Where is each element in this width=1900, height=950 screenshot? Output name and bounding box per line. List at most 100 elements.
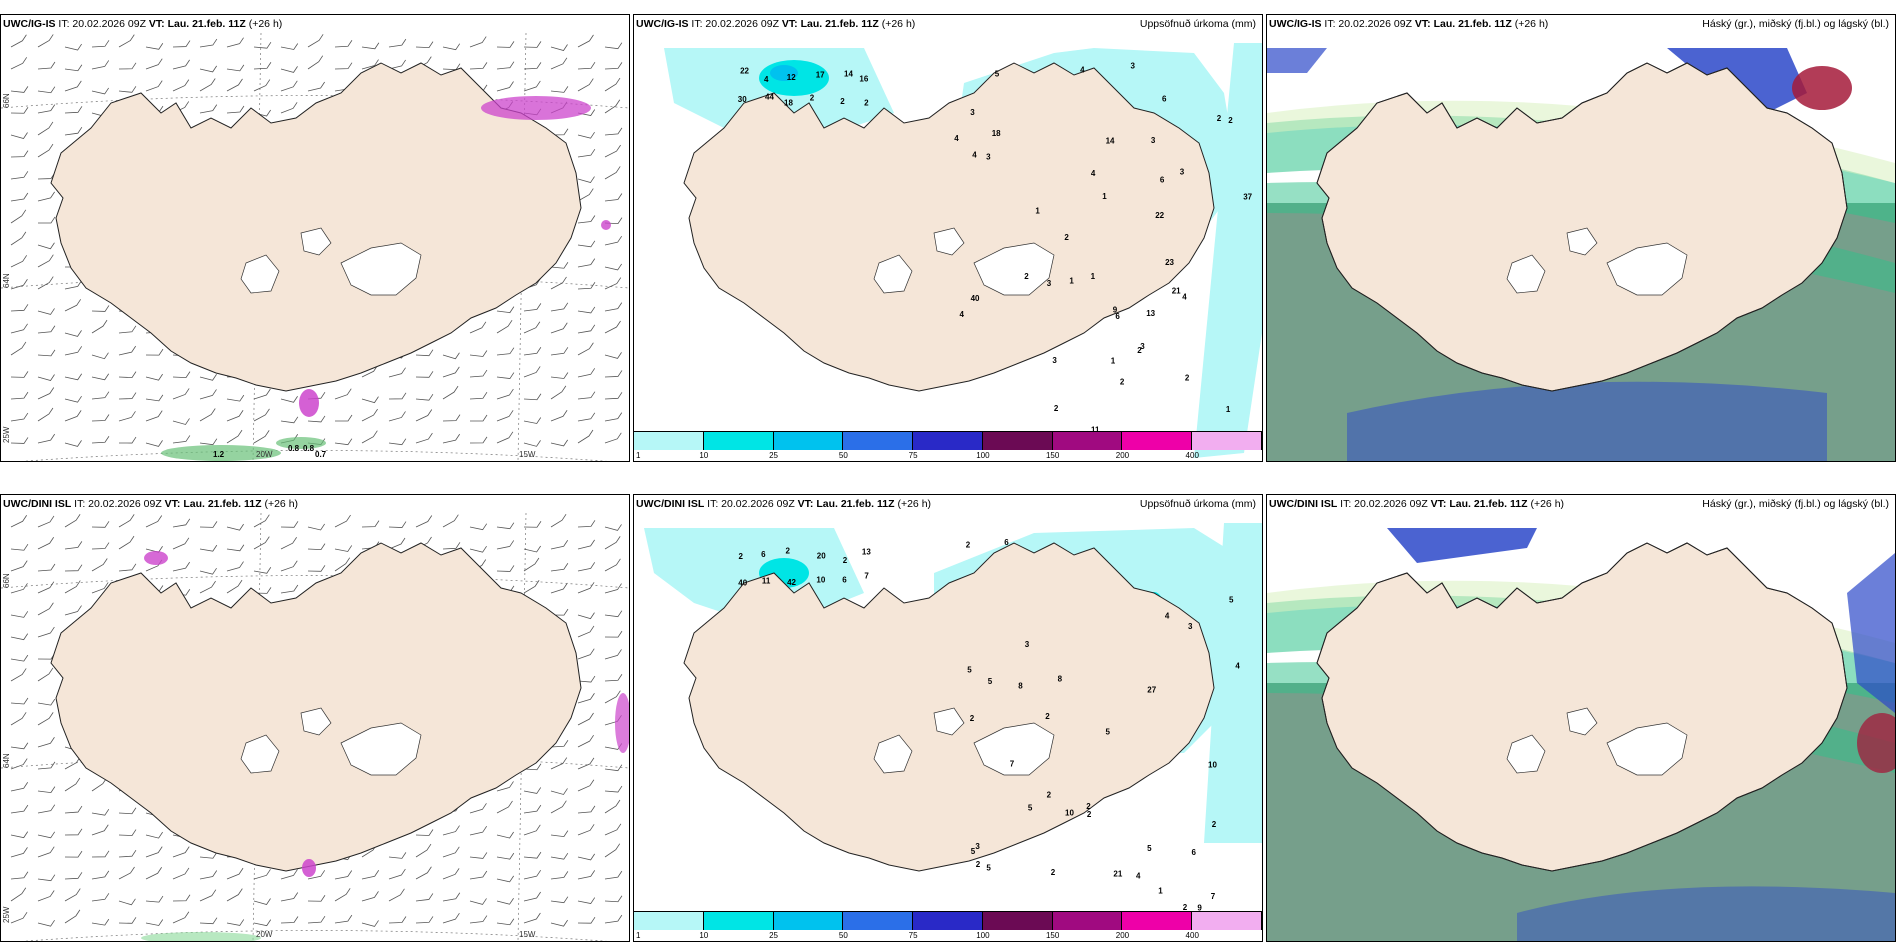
precip-value: 5 xyxy=(971,847,976,856)
colorbar-swatches xyxy=(634,431,1262,450)
precip-value: 3 xyxy=(1052,356,1057,365)
colorbar-swatch xyxy=(913,912,983,930)
precip-value: 3 xyxy=(1131,62,1136,71)
land-layer xyxy=(683,542,1215,872)
precip-value: 5 xyxy=(995,69,1000,78)
precip-value: 2 xyxy=(970,714,975,723)
precip-value: 5 xyxy=(988,677,993,686)
precip-value: 2 xyxy=(1120,377,1125,386)
precip-value: 13 xyxy=(1146,309,1155,318)
panel-wind-dini: UWC/DINI ISL IT: 20.02.2026 09Z VT: Lau.… xyxy=(0,494,630,942)
coastline xyxy=(1316,62,1848,392)
lon-label: 20W xyxy=(256,450,273,459)
precip-value: 1 xyxy=(1069,276,1074,285)
land-layer xyxy=(50,62,582,392)
precip-value: 2 xyxy=(1212,820,1217,829)
colorbar-label: 1 xyxy=(636,451,641,460)
precip-value: 8 xyxy=(1058,675,1063,684)
colorbar-label: 75 xyxy=(908,931,918,940)
land-layer xyxy=(683,62,1215,392)
precip-value: 27 xyxy=(1147,685,1156,694)
precip-value: 2 xyxy=(1185,374,1190,383)
precip-value: 7 xyxy=(1211,892,1216,901)
panel-title: UWC/IG-IS IT: 20.02.2026 09Z VT: Lau. 21… xyxy=(3,18,283,30)
axis-labels: 66N 64N 25W 20W 15W xyxy=(2,573,536,939)
precip-value: 9 xyxy=(1197,903,1202,912)
precip-value: 2 xyxy=(1086,802,1091,811)
precip-value: 5 xyxy=(1229,596,1234,605)
precip-value: 13 xyxy=(862,548,871,557)
precip-value: 4 xyxy=(1182,293,1187,302)
precip-value: 18 xyxy=(784,98,793,107)
precip-value: 21 xyxy=(1113,869,1122,878)
lon-label: 15W xyxy=(519,930,536,939)
precip-value: 23 xyxy=(1165,258,1174,267)
panel-cloud-ig: UWC/IG-IS IT: 20.02.2026 09Z VT: Lau. 21… xyxy=(1266,14,1896,462)
precip-value: 11 xyxy=(1091,425,1100,434)
precip-value: 37 xyxy=(1243,192,1252,201)
colorbar-swatch xyxy=(913,432,983,450)
colorbar-swatch xyxy=(982,432,1053,450)
colorbar-label: 400 xyxy=(1185,931,1199,940)
precip-value: 1 xyxy=(1102,192,1107,201)
precip-value: 2 xyxy=(810,93,815,102)
colorbar-label: 10 xyxy=(699,931,709,940)
colorbar: 1 10 25 50 75 100 150 200 400 xyxy=(634,911,1262,941)
colorbar-swatch xyxy=(982,912,1053,930)
colorbar-label: 100 xyxy=(976,931,990,940)
precip-value: 1 xyxy=(1035,207,1040,216)
precip-value: 6 xyxy=(1192,848,1197,857)
colorbar-swatch xyxy=(773,912,844,930)
precip-value: 4 xyxy=(972,151,977,160)
precip-value: 2 xyxy=(1024,272,1029,281)
panel-subtitle: Uppsöfnuð úrkoma (mm) xyxy=(1139,18,1256,30)
cloud-map xyxy=(1267,528,1895,941)
lat-label: 66N xyxy=(2,93,11,108)
precip-value: 3 xyxy=(1140,342,1145,351)
colorbar-swatch xyxy=(634,432,704,450)
precip-value: 7 xyxy=(1010,760,1015,769)
colorbar-labels: 1 10 25 50 75 100 150 200 400 xyxy=(634,450,1262,461)
precip-value: 9 xyxy=(1113,306,1118,315)
precip-value: 22 xyxy=(1155,211,1164,220)
colorbar: 1 10 25 50 75 100 150 200 400 xyxy=(634,431,1262,461)
colorbar-label: 150 xyxy=(1045,931,1060,940)
precip-type-areas xyxy=(141,551,629,941)
precip-value: 3 xyxy=(1180,167,1185,176)
colorbar-swatch xyxy=(1192,432,1262,450)
precip-value: 2 xyxy=(843,556,848,565)
panel-wind-ig: UWC/IG-IS IT: 20.02.2026 09Z VT: Lau. 21… xyxy=(0,14,630,462)
colorbar-swatch xyxy=(1052,912,1123,930)
precip-value: 21 xyxy=(1172,287,1181,296)
precip-value: 5 xyxy=(967,666,972,675)
panel-title: UWC/IG-IS IT: 20.02.2026 09Z VT: Lau. 21… xyxy=(636,18,916,30)
precip-value: 1 xyxy=(1111,356,1116,365)
lat-label: 66N xyxy=(2,573,11,588)
colorbar-swatch xyxy=(843,912,914,930)
precip-value: 4 xyxy=(1091,169,1096,178)
panel-precip-dini: UWC/DINI ISL IT: 20.02.2026 09Z VT: Lau.… xyxy=(633,494,1263,942)
precip-value: 2 xyxy=(976,860,981,869)
precip-value: 14 xyxy=(1106,136,1115,145)
precip-value: 5 xyxy=(1028,804,1033,813)
precip-value: 8 xyxy=(1018,681,1023,690)
precip-value: 18 xyxy=(992,129,1001,138)
precip-value: 2 xyxy=(1054,404,1059,413)
value-label: 0.8 xyxy=(288,444,300,453)
colorbar-swatch xyxy=(1192,912,1262,930)
precip-value: 17 xyxy=(816,71,825,80)
precip-value: 2 xyxy=(840,97,845,106)
precip-value: 5 xyxy=(1147,844,1152,853)
lat-label: 64N xyxy=(2,753,11,768)
value-label: 0.7 xyxy=(315,450,327,459)
precip-value: 2 xyxy=(864,98,869,107)
colorbar-label: 25 xyxy=(769,931,778,940)
precip-value: 1 xyxy=(1226,405,1231,414)
lat-label: 25W xyxy=(2,426,11,443)
precip-value: 11 xyxy=(762,576,771,585)
precip-value: 2 xyxy=(786,546,791,555)
precip-value: 42 xyxy=(787,578,796,587)
